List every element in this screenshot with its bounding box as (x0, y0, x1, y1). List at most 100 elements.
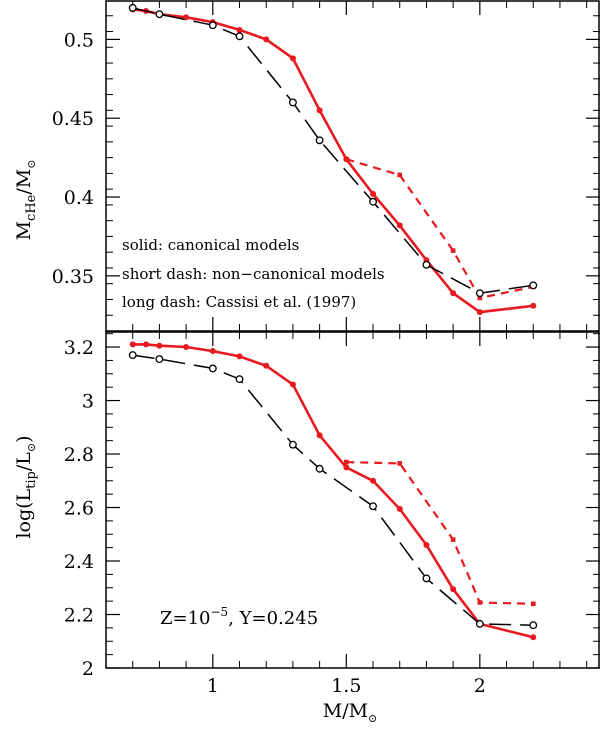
tick-marks (106, 1, 600, 669)
panel-1-noncanonical-point (450, 537, 456, 542)
panel-1-series-solid-line (132, 343, 534, 639)
panel-1-canonical-point (209, 348, 216, 355)
panel-0-series-long-dash-line (132, 7, 534, 294)
top-ylabel: McHe/M⊙ (13, 160, 39, 241)
top-ylabel-main: M (13, 221, 35, 240)
panel-0-canonical-point (370, 190, 377, 197)
bottom-ylabel: log(Ltip/L⊙) (13, 435, 39, 538)
sun-symbol: ⊙ (25, 160, 38, 169)
panel-1-cassisi-point (235, 375, 244, 384)
panel-0-noncanonical-point (344, 156, 349, 162)
panel-0-cassisi-point (288, 98, 297, 107)
panel-0-cassisi-point (475, 289, 484, 298)
panel-1-cassisi-point (208, 364, 217, 373)
top-ylabel-tail: /M (13, 169, 35, 195)
xlabel-main: M/M (323, 700, 368, 722)
panel-1-cassisi-point (422, 574, 431, 583)
panel-0-canonical-point (183, 14, 190, 21)
annotation-solid: solid: canonical models (122, 236, 299, 254)
panel-0-frame (105, 0, 600, 332)
panel-1-cassisi-point (475, 619, 484, 628)
panel-1-canonical-point (236, 353, 243, 360)
panel-0-cassisi-point (128, 3, 137, 12)
panel-0-canonical-point (236, 26, 243, 33)
panel-0-cassisi-point (369, 197, 377, 206)
panel-0-cassisi-point (529, 281, 538, 290)
xtick-label: 1.5 (331, 675, 361, 697)
sun-symbol: ⊙ (368, 712, 377, 725)
panel-0-canonical-point (450, 290, 457, 297)
plot-frames (105, 0, 600, 669)
panel-0-canonical-point (476, 309, 483, 316)
panel-1-ytick-label: 2.6 (64, 498, 94, 520)
panel-1-ytick-label: 3.2 (64, 337, 94, 359)
panel-0-cassisi-point (235, 32, 244, 41)
panel-1-canonical-point (156, 342, 163, 349)
bottom-ylabel-main: log(L (13, 488, 35, 538)
panel-0-ytick-label: 0.4 (64, 187, 94, 209)
panel-0-ytick-label: 0.5 (64, 29, 94, 51)
panel-1-canonical-point (343, 464, 350, 471)
panel-1-canonical-point (289, 381, 296, 388)
panel-0-canonical-point (396, 222, 403, 229)
panel-1-canonical-point (530, 634, 537, 641)
panel-0-cassisi-point (155, 10, 164, 19)
panel-1-canonical-point (263, 362, 270, 369)
panel-0-canonical-point (289, 55, 296, 62)
panel-1-noncanonical-point (344, 459, 349, 465)
panel-1-series-long-dash-line (132, 354, 534, 626)
panel-1-ytick-label: 2.2 (64, 605, 94, 627)
panel-1-ytick-label: 2.4 (64, 551, 94, 573)
annotation-short-dash: short dash: non−canonical models (122, 265, 385, 283)
top-ylabel-sub: cHe (24, 194, 39, 221)
panel-0-series-solid-line (132, 8, 534, 314)
sun-symbol: ⊙ (25, 443, 38, 452)
panel-1-noncanonical-point (397, 461, 403, 466)
panel-1-cassisi-point (529, 621, 538, 630)
annotation-long-dash: long dash: Cassisi et al. (1997) (122, 293, 356, 311)
panel-0-noncanonical-point (397, 172, 403, 178)
panel-1-cassisi-point (155, 355, 164, 364)
xtick-label: 2 (474, 675, 486, 697)
panel-0-canonical-point (316, 107, 323, 114)
panel-1-canonical-point (129, 341, 136, 348)
bottom-ylabel-sub: tip (24, 471, 39, 489)
xlabel: M/M⊙ (323, 700, 378, 725)
bottom-ylabel-close: ) (13, 435, 35, 442)
panel-1-canonical-point (423, 541, 430, 548)
panel-1-ytick-label: 2 (82, 658, 94, 680)
annotation-z: Z=10 (160, 608, 211, 629)
panel-1-canonical-point (396, 505, 403, 512)
bottom-ylabel-tail: /L (13, 452, 35, 471)
panel-0-ytick-label: 0.45 (52, 108, 94, 130)
annotation-composition: Z=10−5, Y=0.245 (160, 605, 318, 629)
panel-1-cassisi-point (315, 464, 324, 473)
xtick-label: 1 (207, 675, 219, 697)
panel-1-canonical-point (450, 586, 457, 593)
panel-0-noncanonical-point (450, 248, 456, 253)
annotation-y: , Y=0.245 (228, 608, 318, 629)
panel-0-canonical-point (263, 36, 270, 43)
labels: McHe/M⊙ log(Ltip/L⊙) M/M⊙ solid: canonic… (13, 29, 486, 725)
panel-0-ytick-label: 0.35 (52, 266, 94, 288)
panel-1-cassisi-point (128, 351, 137, 360)
panel-1-canonical-point (316, 432, 323, 439)
panel-1-noncanonical-point (477, 600, 483, 605)
panel-1-cassisi-point (369, 502, 377, 511)
panel-0-noncanonical-point (477, 295, 483, 301)
annotation-z-exponent: −5 (211, 605, 229, 619)
panel-1-frame (105, 331, 600, 669)
panel-0-cassisi-point (208, 21, 217, 30)
panel-1-canonical-point (143, 341, 150, 348)
series-layer (128, 3, 538, 641)
panel-1-noncanonical-point (530, 601, 536, 607)
panel-0-canonical-point (530, 302, 537, 309)
panel-0-cassisi-point (422, 260, 431, 269)
panel-1-canonical-point (370, 477, 377, 484)
panel-1-canonical-point (183, 344, 190, 351)
panel-0-cassisi-point (315, 136, 324, 145)
panel-1-ytick-label: 2.8 (64, 444, 94, 466)
panel-1-cassisi-point (288, 440, 297, 449)
panel-1-ytick-label: 3 (82, 391, 94, 413)
